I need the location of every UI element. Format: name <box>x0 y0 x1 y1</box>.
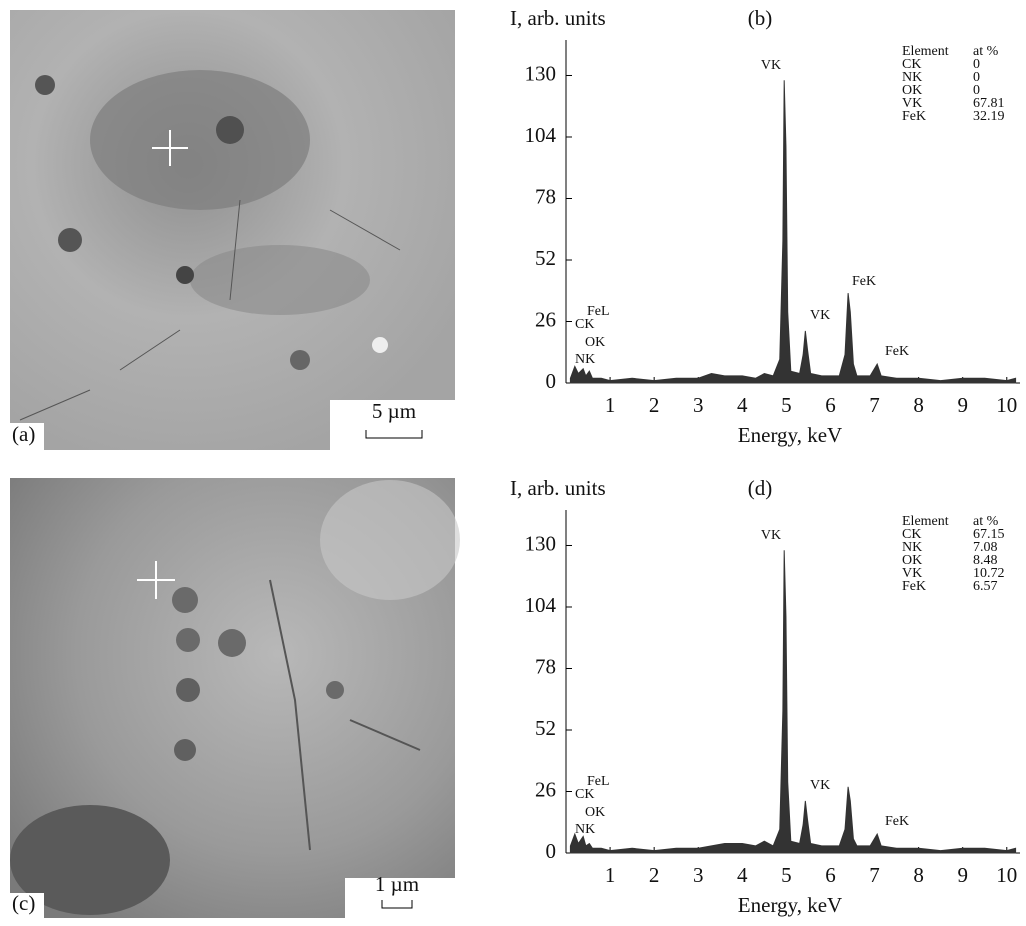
y-tick-label: 104 <box>525 593 557 617</box>
x-tick-label: 1 <box>605 863 616 887</box>
table-cell: FeK <box>902 579 926 594</box>
y-axis-label: I, arb. units <box>510 6 606 30</box>
spectrum <box>570 550 1015 853</box>
peak-label: VK <box>810 778 830 793</box>
y-tick-label: 0 <box>546 369 557 393</box>
x-tick-label: 9 <box>957 393 968 417</box>
x-tick-label: 2 <box>649 863 660 887</box>
peak-label: CK <box>575 787 594 802</box>
x-tick-label: 4 <box>737 863 748 887</box>
peak-label: VK <box>810 308 830 323</box>
x-axis-label: Energy, keV <box>738 893 842 917</box>
y-tick-label: 26 <box>535 777 556 801</box>
y-tick-label: 78 <box>535 184 556 208</box>
sem-image-c <box>10 478 460 918</box>
panel-label: (d) <box>748 476 773 500</box>
peak-label: VK <box>761 58 781 73</box>
peak-label: OK <box>585 335 605 350</box>
y-tick-label: 0 <box>546 839 557 863</box>
table-cell: 6.57 <box>973 579 998 594</box>
x-tick-label: 3 <box>693 393 704 417</box>
y-axis-label: I, arb. units <box>510 476 606 500</box>
x-tick-label: 10 <box>996 393 1017 417</box>
panel-label: (b) <box>748 6 773 30</box>
peak-label: FeK <box>885 344 909 359</box>
sem-image-a <box>10 10 455 450</box>
x-tick-label: 7 <box>869 393 880 417</box>
scale-bar-label: 1 µm <box>375 872 419 896</box>
x-tick-label: 9 <box>957 863 968 887</box>
x-tick-label: 8 <box>913 393 924 417</box>
x-axis-label: Energy, keV <box>738 423 842 447</box>
peak-label: CK <box>575 317 594 332</box>
x-tick-label: 1 <box>605 393 616 417</box>
y-tick-label: 26 <box>535 307 556 331</box>
panel-label: (a) <box>12 422 35 446</box>
spectrum <box>570 80 1015 383</box>
scale-bar-label: 5 µm <box>372 399 416 423</box>
peak-label: VK <box>761 528 781 543</box>
x-tick-label: 10 <box>996 863 1017 887</box>
x-tick-label: 8 <box>913 863 924 887</box>
panel-label: (c) <box>12 891 35 915</box>
y-tick-label: 130 <box>525 531 557 555</box>
x-tick-label: 3 <box>693 863 704 887</box>
x-tick-label: 6 <box>825 393 836 417</box>
figure: (a) 5 µm (c) 1 µm I, arb. units (b) Energy, ke… <box>0 0 1026 921</box>
x-tick-label: 4 <box>737 393 748 417</box>
y-tick-label: 52 <box>535 246 556 270</box>
y-tick-label: 104 <box>525 123 557 147</box>
x-tick-label: 5 <box>781 393 792 417</box>
peak-label: OK <box>585 805 605 820</box>
y-tick-label: 52 <box>535 716 556 740</box>
x-tick-label: 2 <box>649 393 660 417</box>
peak-label: FeK <box>852 274 876 289</box>
y-tick-label: 78 <box>535 654 556 678</box>
peak-label: NK <box>575 352 595 367</box>
y-tick-label: 130 <box>525 61 557 85</box>
x-tick-label: 5 <box>781 863 792 887</box>
peak-label: FeK <box>885 814 909 829</box>
peak-label: NK <box>575 822 595 837</box>
x-tick-label: 6 <box>825 863 836 887</box>
table-cell: FeK <box>902 109 926 124</box>
x-tick-label: 7 <box>869 863 880 887</box>
table-cell: 32.19 <box>973 109 1005 124</box>
